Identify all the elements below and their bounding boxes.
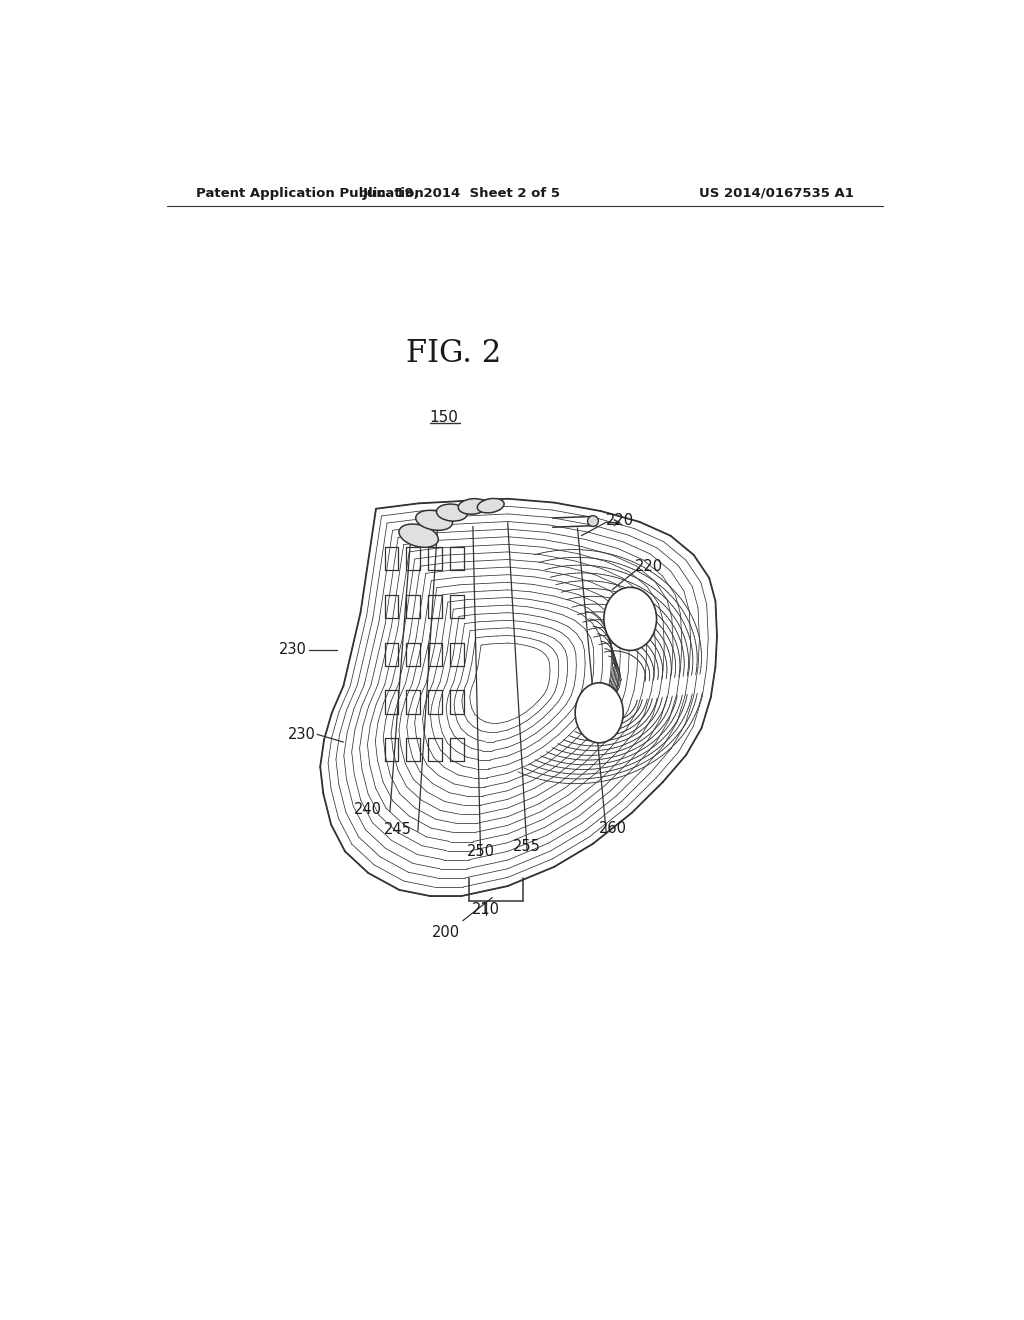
Text: FIG. 2: FIG. 2: [406, 338, 501, 368]
Text: Patent Application Publication: Patent Application Publication: [197, 186, 424, 199]
Text: 220: 220: [635, 558, 663, 574]
Ellipse shape: [416, 511, 453, 531]
Text: 240: 240: [354, 801, 382, 817]
Text: 245: 245: [384, 822, 412, 837]
Ellipse shape: [588, 516, 598, 527]
Ellipse shape: [436, 504, 467, 521]
Text: 230: 230: [279, 642, 306, 657]
Ellipse shape: [458, 499, 487, 515]
Text: 200: 200: [432, 925, 460, 940]
Text: 230: 230: [288, 727, 315, 742]
Text: 220: 220: [606, 512, 634, 528]
Ellipse shape: [399, 524, 438, 548]
Text: 210: 210: [472, 902, 500, 916]
Text: 260: 260: [598, 821, 627, 836]
Text: Jun. 19, 2014  Sheet 2 of 5: Jun. 19, 2014 Sheet 2 of 5: [362, 186, 560, 199]
Text: 150: 150: [430, 409, 459, 425]
Ellipse shape: [477, 499, 504, 513]
Ellipse shape: [604, 587, 656, 651]
Text: US 2014/0167535 A1: US 2014/0167535 A1: [698, 186, 853, 199]
Ellipse shape: [575, 682, 624, 743]
Text: 255: 255: [513, 838, 541, 854]
Text: 250: 250: [467, 843, 495, 859]
